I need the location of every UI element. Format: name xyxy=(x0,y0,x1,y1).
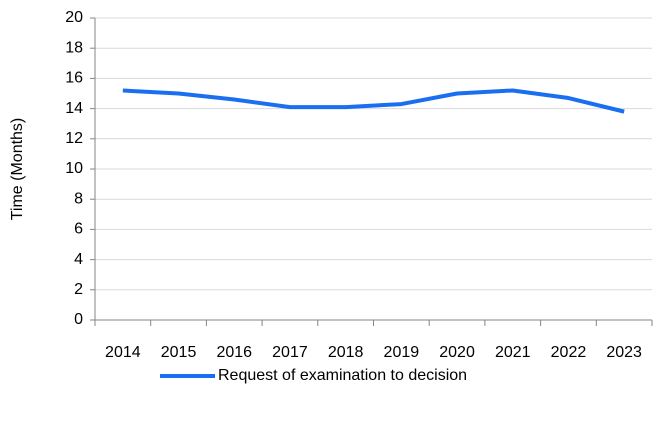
x-tick-label: 2018 xyxy=(328,344,364,361)
y-tick-label: 8 xyxy=(74,190,83,207)
y-tick-label: 18 xyxy=(65,39,83,56)
x-tick-label: 2021 xyxy=(495,344,531,361)
y-tick-label: 4 xyxy=(74,251,83,268)
legend-label: Request of examination to decision xyxy=(218,367,467,384)
x-tick-label: 2020 xyxy=(439,344,475,361)
y-tick-label: 16 xyxy=(65,70,83,87)
x-tick-label: 2023 xyxy=(606,344,642,361)
y-tick-label: 20 xyxy=(65,9,83,26)
y-tick-label: 6 xyxy=(74,221,83,238)
x-tick-label: 2014 xyxy=(105,344,141,361)
y-tick-label: 0 xyxy=(74,311,83,328)
line-series xyxy=(122,88,625,114)
y-tick-label: 14 xyxy=(65,100,83,117)
y-tick-label: 12 xyxy=(65,130,83,147)
x-tick-label: 2022 xyxy=(551,344,587,361)
y-tick-label: 10 xyxy=(65,160,83,177)
x-tick-label: 2015 xyxy=(161,344,197,361)
y-tick-label: 2 xyxy=(74,281,83,298)
x-tick-label: 2019 xyxy=(384,344,420,361)
x-tick-label: 2016 xyxy=(216,344,252,361)
x-tick-label: 2017 xyxy=(272,344,308,361)
y-axis-label: Time (Months) xyxy=(9,118,26,221)
